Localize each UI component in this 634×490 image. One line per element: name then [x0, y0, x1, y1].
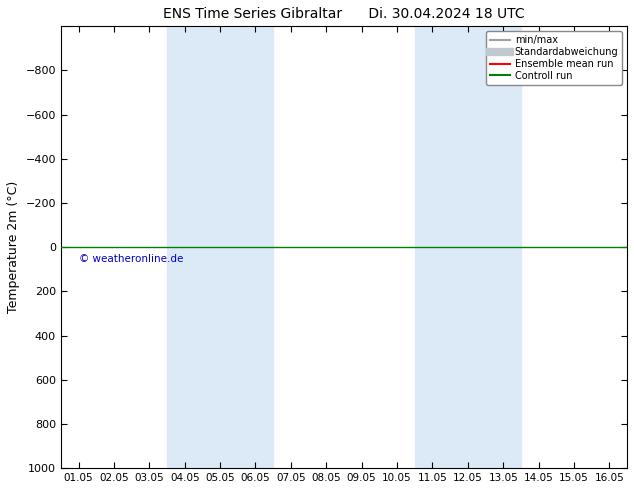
- Text: © weatheronline.de: © weatheronline.de: [79, 254, 183, 264]
- Title: ENS Time Series Gibraltar      Di. 30.04.2024 18 UTC: ENS Time Series Gibraltar Di. 30.04.2024…: [163, 7, 525, 21]
- Y-axis label: Temperature 2m (°C): Temperature 2m (°C): [7, 181, 20, 314]
- Bar: [415, 26, 521, 468]
- Bar: [167, 26, 273, 468]
- Legend: min/max, Standardabweichung, Ensemble mean run, Controll run: min/max, Standardabweichung, Ensemble me…: [486, 31, 622, 85]
